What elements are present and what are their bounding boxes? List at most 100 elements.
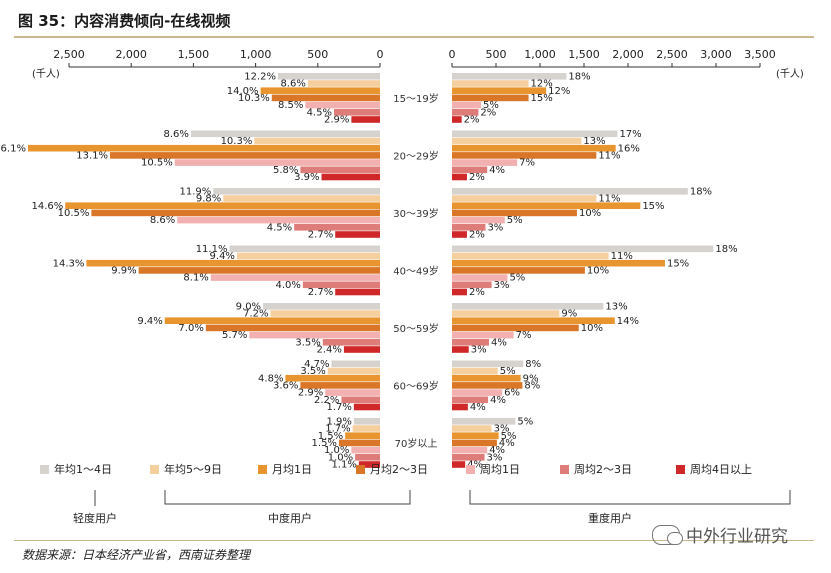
bar-right — [452, 418, 516, 425]
bar-right-label: 5% — [500, 366, 516, 377]
bar-right-label: 10% — [579, 208, 601, 219]
bar-left-label: 3.9% — [294, 172, 319, 183]
bar-left-label: 3.5% — [295, 337, 320, 348]
bar-right — [452, 288, 467, 296]
bar-right — [452, 109, 479, 116]
bar-left-label: 2.9% — [298, 388, 323, 399]
bar-right-label: 18% — [690, 186, 712, 197]
bar-right-label: 18% — [568, 71, 590, 82]
legend-label: 周均2～3日 — [574, 463, 632, 476]
bar-right — [452, 87, 547, 94]
bar-left — [321, 173, 380, 181]
bar-right-label: 2% — [464, 115, 480, 126]
bar-left — [352, 425, 380, 432]
bar-left — [213, 188, 380, 195]
bar-right-label: 13% — [583, 136, 605, 147]
bar-right — [452, 195, 597, 202]
category-label: 15～19岁 — [393, 92, 438, 105]
bar-right — [452, 346, 469, 353]
bar-right-label: 14% — [617, 316, 639, 327]
bar-right-label: 4% — [499, 438, 515, 449]
bar-right — [452, 130, 618, 138]
bar-right-label: 9% — [561, 309, 577, 320]
bar-right — [452, 259, 665, 267]
bar-left-label: 2.7% — [308, 230, 333, 241]
left-axis-tick-label: 2,500 — [53, 48, 85, 61]
bar-right-label: 10% — [581, 323, 603, 334]
bar-left-label: 5.8% — [273, 165, 298, 176]
bar-right — [452, 173, 467, 181]
bar-right — [452, 310, 560, 317]
bar-left — [138, 267, 380, 274]
bar-left-label: 8.6% — [150, 215, 175, 226]
bar-left — [300, 166, 380, 174]
bar-left — [229, 245, 380, 253]
bar-right — [452, 425, 492, 432]
bar-left — [210, 274, 380, 281]
bar-left — [331, 360, 380, 368]
bar-right — [452, 360, 524, 368]
group-label-medium: 中度用户 — [268, 511, 312, 525]
bar-right-label: 4% — [489, 165, 505, 176]
bar-right — [452, 245, 714, 253]
category-label: 50～59岁 — [393, 322, 438, 335]
bar-left-label: 4.0% — [275, 280, 300, 291]
wechat-logo-icon — [652, 524, 683, 545]
right-axis-tick-label: 1,500 — [568, 48, 600, 61]
bar-left — [254, 137, 380, 145]
bar-right-label: 12% — [531, 79, 553, 90]
top-rule — [14, 36, 814, 38]
bar-left-label: 11.1% — [196, 244, 228, 255]
right-axis-tick-label: 3,000 — [700, 48, 732, 61]
bar-left-label: 10.5% — [141, 158, 173, 169]
bar-left — [307, 80, 380, 87]
bar-right — [452, 202, 641, 209]
bar-right-label: 2% — [469, 230, 485, 241]
bar-left — [223, 195, 380, 202]
bar-right-label: 5% — [483, 100, 499, 111]
legend-swatch — [150, 465, 159, 474]
bar-right-label: 2% — [480, 107, 496, 118]
legend-swatch — [560, 465, 569, 474]
bar-left-label: 1.0% — [328, 452, 353, 463]
bar-right-label: 16% — [618, 143, 640, 154]
legend-label: 月均2～3日 — [370, 463, 428, 476]
bar-right-label: 10% — [587, 266, 609, 277]
bar-right-label: 15% — [642, 201, 664, 212]
bar-right — [452, 439, 497, 447]
bar-right — [452, 432, 499, 439]
bar-left — [174, 159, 380, 166]
watermark: 中外行业研究 — [652, 522, 788, 547]
bar-left-label: 10.5% — [58, 208, 90, 219]
bar-left-label: 9.0% — [236, 301, 261, 312]
legend-swatch — [258, 465, 267, 474]
bar-right-label: 5% — [501, 431, 517, 442]
bar-left-label: 2.9% — [324, 115, 349, 126]
bar-right-label: 11% — [611, 251, 633, 262]
bar-right-label: 4% — [490, 395, 506, 406]
bar-left-label: 9.9% — [111, 266, 136, 277]
bar-right-label: 18% — [715, 244, 737, 255]
left-axis-tick-label: 0 — [377, 48, 384, 61]
legend-swatch — [466, 465, 475, 474]
bar-left — [300, 382, 380, 389]
left-axis-tick-label: 2,000 — [115, 48, 147, 61]
bar-right — [452, 281, 492, 289]
legend-swatch — [356, 465, 365, 474]
legend-label: 周均4日以上 — [690, 463, 752, 476]
bar-left-label: 9.4% — [137, 316, 162, 327]
group-label-heavy: 重度用户 — [588, 511, 632, 525]
bar-right — [452, 152, 597, 159]
right-axis-tick-label: 2,500 — [656, 48, 688, 61]
bar-left — [260, 87, 380, 94]
bar-right-label: 8% — [524, 381, 540, 392]
left-axis-tick-label: 1,500 — [178, 48, 210, 61]
bar-left-label: 12.2% — [244, 71, 276, 82]
chart-data-labels: 12.2% 18% 8.6% 12% 14.0% 12% 10.3% 15% 8.5% 5% 4.5… — [0, 71, 738, 470]
bar-right-label: 4% — [467, 460, 483, 471]
right-axis-tick-label: 1,000 — [524, 48, 556, 61]
right-axis-tick-label: 500 — [486, 48, 507, 61]
bar-left-label: 2.2% — [314, 395, 339, 406]
bar-left — [322, 339, 380, 346]
bar-right — [452, 389, 503, 396]
